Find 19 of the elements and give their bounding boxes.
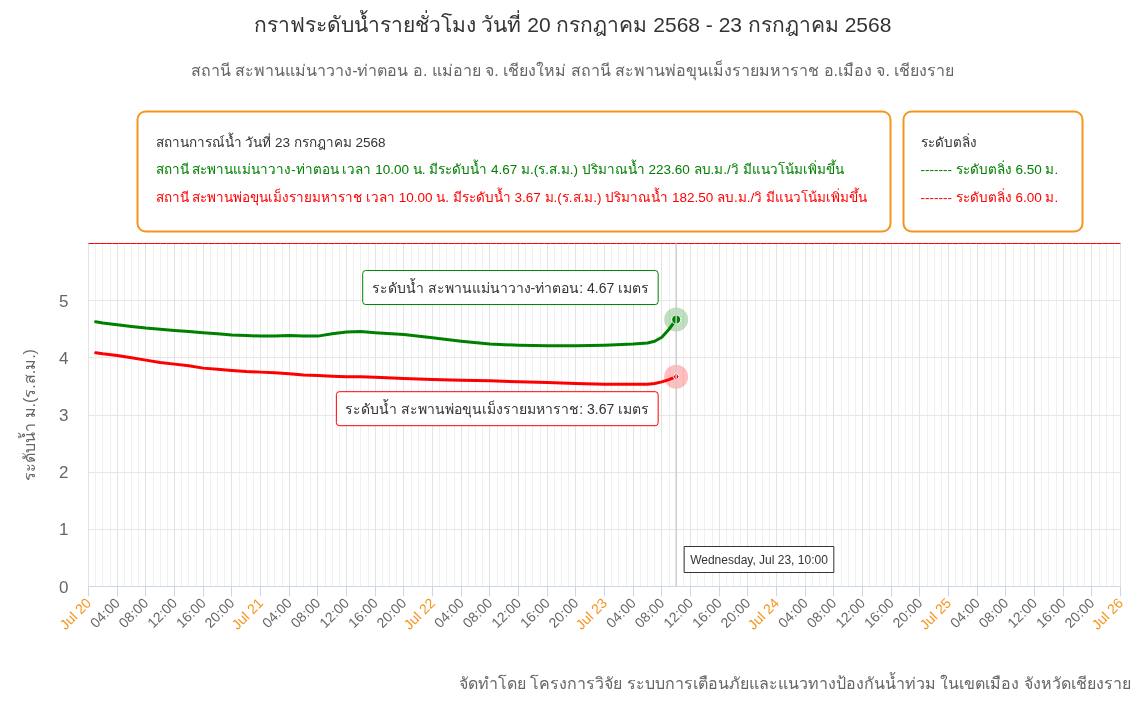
text: จัดทำโดย โครงการวิจัย ระบบการเตือนภัยและแนวทางป้องกันน้ำท่วม ในเขตเมือง จังหวัดเชียงราย xyxy=(458,672,1131,692)
chart-subtitle: สถานี สะพานแม่นาวาง-ท่าตอน อ. แม่อาย จ. เชียงใหม่ สถานี สะพานพ่อขุนเม็งรายมหาราช อ.เมือง จ. เชียงราย xyxy=(190,60,955,81)
chart-title: กราฟระดับน้ำรายชั่วโมง วันที่ 20 กรกฎาคม 2568 - 23 กรกฎาคม 2568 xyxy=(253,10,892,36)
y-tick-label: 2 xyxy=(59,463,69,483)
text: ระดับตลิ่ง xyxy=(920,133,977,150)
annotation: ระดับน้ำ สะพานพ่อขุนเม็งรายมหาราช: 3.67 เมตร xyxy=(345,398,650,418)
y-axis-title: ระดับน้ำ ม.(ร.ส.ม.) xyxy=(18,349,39,481)
text: สถานการณ์น้ำ วันที่ 23 กรกฎาคม 2568 xyxy=(155,132,386,150)
text: สถานี สะพานแม่นาวาง-ท่าตอน เวลา 10.00 น. มีระดับน้ำ 4.67 ม.(ร.ส.ม.) ปริมาณน้ำ 223.60 ลบ.ม./วิ มีแนวโน้มเพิ่มขึ้น xyxy=(155,159,844,177)
text: สถานี สะพานพ่อขุนเม็งรายมหาราช เวลา 10.00 น. มีระดับน้ำ 3.67 ม.(ร.ส.ม.) ปริมาณน้ำ 182.50 ลบ.ม./วิ มีแนวโน้มเพิ่มขึ้น xyxy=(155,187,868,206)
annotation: ระดับน้ำ สะพานแม่นาวาง-ท่าตอน: 4.67 เมตร xyxy=(371,277,650,296)
text: ------- ระดับตลิ่ง 6.00 ม. xyxy=(920,188,1059,205)
y-tick-label: 1 xyxy=(59,520,69,540)
text: ------- ระดับตลิ่ง 6.50 ม. xyxy=(920,160,1059,177)
y-tick-label: 3 xyxy=(59,406,69,425)
y-tick-label: 0 xyxy=(59,577,69,597)
y-tick-label: 4 xyxy=(59,348,69,368)
y-tick-label: 5 xyxy=(59,291,69,311)
ref-line-label: Wednesday, Jul 23, 10:00 xyxy=(690,552,829,567)
